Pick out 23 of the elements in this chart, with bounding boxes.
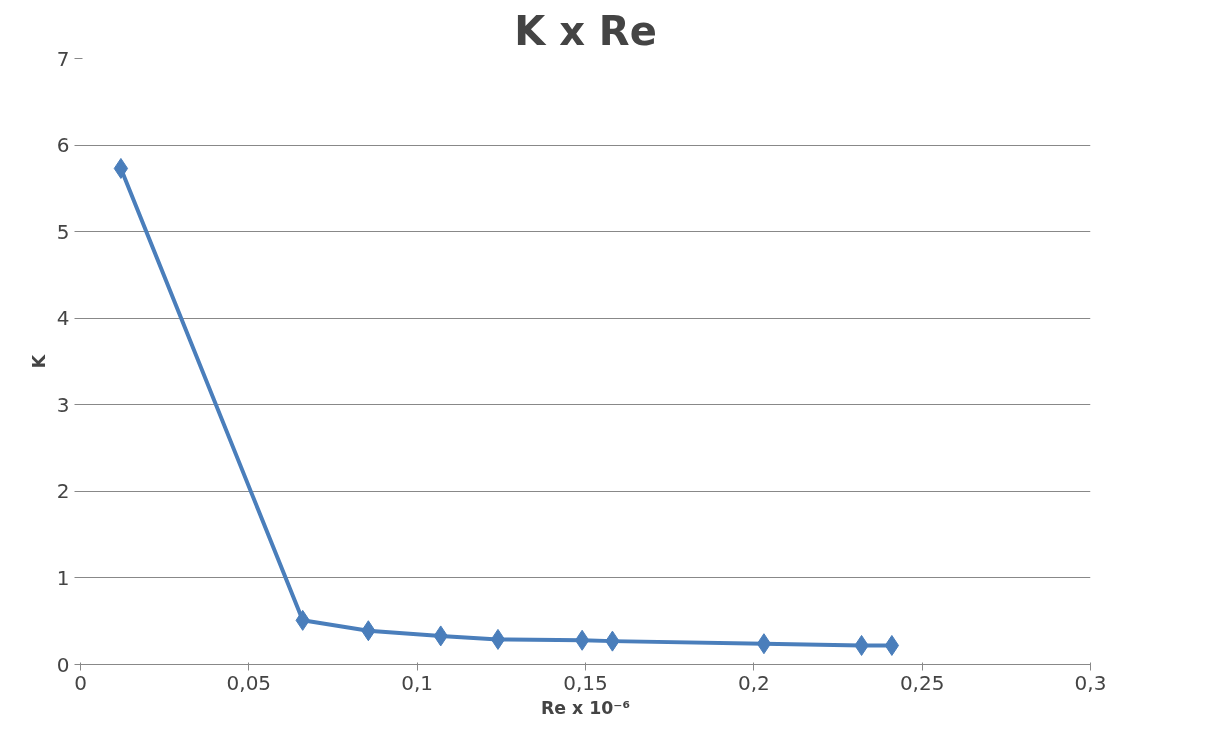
point xyxy=(113,157,129,179)
y-axis-title: K xyxy=(28,354,49,369)
y-tick-label: 6 xyxy=(56,133,70,158)
x-axis-title: Re x 10⁻⁶ xyxy=(540,697,631,718)
y-tick-label: 1 xyxy=(56,565,70,590)
x-tick-label: 0,3 xyxy=(1074,670,1107,695)
point xyxy=(574,629,590,651)
y-tick-label: 0 xyxy=(56,652,70,677)
y-tick-label: 5 xyxy=(56,219,70,244)
point xyxy=(490,628,506,650)
point xyxy=(884,634,900,656)
x-tick-label: 0 xyxy=(74,670,87,695)
y-tick-label: 2 xyxy=(56,479,70,504)
y-tick-label: 3 xyxy=(56,392,70,417)
x-tick-label: 0,25 xyxy=(899,670,945,695)
point xyxy=(756,633,772,655)
chart-title: K x Re xyxy=(514,7,657,54)
x-tick-label: 0,1 xyxy=(401,670,434,695)
y-tick-label: 4 xyxy=(56,306,70,331)
x-tick-label: 0,05 xyxy=(226,670,272,695)
x-tick-label: 0,15 xyxy=(563,670,608,695)
y-tick-label: 7 xyxy=(56,46,70,71)
x-tick-label: 0,2 xyxy=(737,670,770,695)
